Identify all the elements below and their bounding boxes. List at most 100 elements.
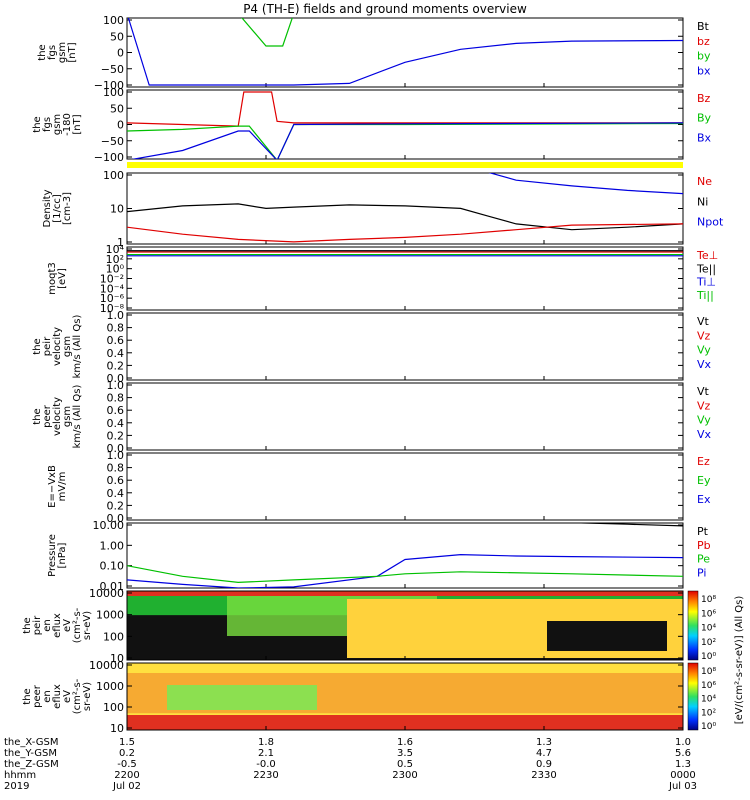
series-fgs-by bbox=[241, 18, 293, 47]
y-axis-label: km/s (All Qs) bbox=[72, 385, 83, 449]
colorbar-bar bbox=[687, 590, 699, 661]
legend-pe: Pe bbox=[697, 553, 710, 566]
panel-frame bbox=[126, 522, 684, 589]
y-tick-label: −50 bbox=[101, 135, 124, 148]
y-tick-label: 100 bbox=[103, 701, 124, 714]
colorbar-tick-label: 10² bbox=[701, 708, 716, 718]
y-axis-label: [cm-3] bbox=[62, 192, 73, 225]
x-row-value: 2230 bbox=[253, 770, 278, 781]
y-axis-label: peir bbox=[42, 336, 53, 356]
y-tick-label: 10⁻⁸ bbox=[100, 302, 125, 315]
y-tick-label: −100 bbox=[94, 151, 124, 164]
series-fgs2-by bbox=[127, 122, 683, 159]
spectrogram-gap bbox=[547, 621, 667, 651]
y-tick-label: 0.8 bbox=[107, 322, 125, 335]
y-tick-label: 10⁻² bbox=[100, 273, 124, 286]
y-tick-label: 0.4 bbox=[107, 417, 125, 430]
y-axis-label: -180 bbox=[62, 113, 73, 136]
x-row-value: 2200 bbox=[114, 770, 139, 781]
x-row-value: 1.3 bbox=[675, 759, 691, 770]
y-tick-label: 1.00 bbox=[100, 539, 125, 552]
legend-ez: Ez bbox=[697, 455, 710, 468]
y-axis-label: the bbox=[37, 44, 48, 60]
y-axis-label: fgs bbox=[47, 45, 58, 60]
y-tick-label: 50 bbox=[110, 102, 124, 115]
x-row-value: 1.8 bbox=[258, 737, 274, 748]
y-tick-label: 10.00 bbox=[93, 519, 125, 532]
y-axis-label: peer bbox=[32, 684, 43, 708]
panel-frame bbox=[126, 17, 684, 88]
y-tick-label: 10 bbox=[110, 722, 124, 735]
y-axis-label: Pressure bbox=[47, 534, 58, 577]
series-density-npot bbox=[488, 173, 683, 195]
colorbar-tick-label: 10⁰ bbox=[701, 652, 716, 662]
y-tick-label: 0.4 bbox=[107, 347, 125, 360]
y-tick-label: 0.6 bbox=[107, 404, 125, 417]
legend-vt: Vt bbox=[697, 385, 710, 398]
y-axis-label: mV/m bbox=[57, 472, 68, 502]
y-axis-label: eV bbox=[62, 619, 73, 632]
y-tick-label: 0.01 bbox=[100, 580, 125, 593]
colorbar-tick-label: 10⁴ bbox=[701, 624, 716, 634]
series-fgs2-bz bbox=[127, 91, 683, 127]
x-row-value: 0000 bbox=[670, 770, 695, 781]
y-axis-label: en bbox=[42, 619, 53, 632]
x-row-value: 0.2 bbox=[119, 748, 135, 759]
y-tick-label: 1000 bbox=[96, 609, 124, 622]
x-row-value: 2300 bbox=[392, 770, 417, 781]
y-tick-label: 10² bbox=[106, 253, 124, 266]
colorbar-tick-label: 10⁸ bbox=[701, 667, 716, 677]
panel-frame bbox=[126, 452, 684, 521]
y-axis-label: gsm bbox=[62, 406, 73, 427]
y-tick-label: 10000 bbox=[89, 587, 124, 600]
legend-te⊥: Te⊥ bbox=[696, 249, 718, 262]
y-axis-label: km/s (All Qs) bbox=[72, 315, 83, 379]
x-row-label: hhmm bbox=[4, 770, 36, 781]
panel-peirspec: 10000 1000 100 10 the peir en eflux eV (cm²-s-sr-… bbox=[22, 587, 684, 665]
series-pressure-pt bbox=[563, 523, 683, 527]
x-row-value: Jul 03 bbox=[668, 781, 697, 792]
y-axis-label: eflux bbox=[52, 684, 63, 709]
y-tick-label: 10 bbox=[110, 652, 124, 665]
x-row-label: the_X-GSM bbox=[4, 737, 58, 748]
legend-bt: Bt bbox=[697, 20, 710, 33]
legend-ex: Ex bbox=[697, 493, 711, 506]
series-density-ne bbox=[127, 223, 683, 243]
y-axis-label: [1/cc] bbox=[52, 194, 63, 223]
legend-bx: Bx bbox=[697, 131, 712, 144]
y-tick-label: 0 bbox=[117, 47, 124, 60]
y-axis-label: velocity bbox=[52, 327, 63, 366]
y-tick-label: 0.4 bbox=[107, 487, 125, 500]
y-axis-label: (cm²-s- bbox=[72, 607, 83, 643]
y-tick-label: 10000 bbox=[89, 659, 124, 672]
panel-peirv: 1.00.80.60.40.20.0 the peir velocity gsm km/s… bbox=[32, 309, 712, 385]
y-tick-label: 1000 bbox=[96, 680, 124, 693]
series-density-ni bbox=[127, 203, 683, 231]
legend-ey: Ey bbox=[697, 474, 711, 487]
y-tick-label: 10⁰ bbox=[106, 263, 125, 276]
series-fgs-bx bbox=[127, 18, 683, 86]
y-tick-label: 0.8 bbox=[107, 392, 125, 405]
y-tick-label: 100 bbox=[103, 86, 124, 99]
y-axis-label: en bbox=[42, 690, 53, 703]
legend-pt: Pt bbox=[697, 525, 709, 538]
y-axis-label: the bbox=[32, 116, 43, 132]
x-row-value: 1.6 bbox=[397, 737, 413, 748]
legend-bx: bx bbox=[697, 64, 711, 77]
colorbar-label: [eV/(cm²-s-sr-eV)] (All Qs) bbox=[734, 596, 745, 725]
y-axis-label: Density bbox=[42, 189, 53, 227]
y-tick-label: −100 bbox=[94, 79, 124, 92]
y-tick-label: 0.2 bbox=[107, 499, 125, 512]
legend-by: by bbox=[697, 50, 711, 63]
legend-te||: Te|| bbox=[696, 262, 716, 275]
y-axis-label: sr-eV) bbox=[82, 682, 93, 711]
y-axis-label: the bbox=[22, 688, 33, 704]
legend-pb: Pb bbox=[697, 539, 711, 552]
spectrogram-top-strip bbox=[127, 591, 683, 596]
spectrogram-band-mid bbox=[167, 685, 317, 710]
legend-vy: Vy bbox=[697, 344, 711, 357]
y-tick-label: 0.2 bbox=[107, 359, 125, 372]
